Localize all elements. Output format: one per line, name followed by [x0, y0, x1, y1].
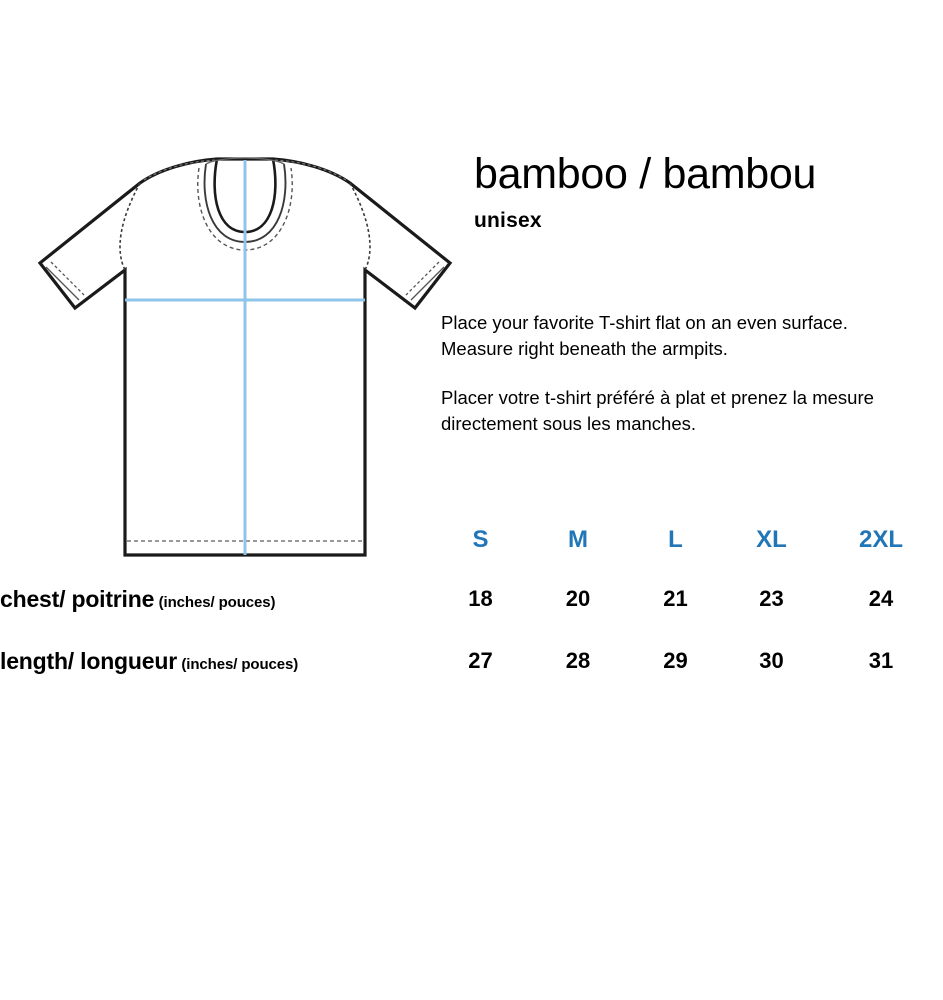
chest-value-xl: 23: [759, 586, 784, 611]
chest-value-m: 20: [565, 586, 591, 611]
cuff-right-line-2: [405, 261, 440, 296]
size-chart-table: S M L XL 2XL chest/ poitrine (inches/ po…: [0, 512, 943, 692]
tshirt-illustration: [20, 140, 470, 570]
row-label-length-main: length/ longueur: [0, 647, 177, 674]
cuff-left-line-1: [45, 266, 80, 301]
table-row: length/ longueur (inches/ pouces) 27 28 …: [0, 630, 943, 692]
instruction-text-english: Place your favorite T-shirt flat on an e…: [441, 312, 848, 360]
chest-value-s: 18: [468, 586, 493, 611]
size-header-s: S: [472, 526, 489, 553]
armhole-seam-group: [119, 182, 371, 271]
page-title: bamboo / bambou: [474, 150, 817, 198]
instruction-text-french: Placer votre t-shirt préféré à plat et p…: [441, 386, 874, 434]
product-subtitle: unisex: [474, 209, 542, 233]
size-header-spacer: [0, 512, 432, 568]
size-header-l: L: [668, 526, 683, 553]
row-label-chest: chest/ poitrine (inches/ pouces): [0, 568, 432, 630]
cuff-right-line-1: [410, 266, 445, 301]
armhole-seam-right-path: [349, 182, 371, 271]
armhole-seam-left-path: [119, 182, 141, 271]
table-row: chest/ poitrine (inches/ pouces) 18 20 2…: [0, 568, 943, 630]
collar-top-seam-path: [205, 157, 285, 165]
row-label-length-unit: (inches/ pouces): [181, 655, 299, 673]
size-header-row: S M L XL 2XL: [0, 512, 943, 568]
length-value-m: 28: [565, 648, 591, 673]
instructions-block: Place your favorite T-shirt flat on an e…: [441, 310, 921, 437]
row-label-chest-unit: (inches/ pouces): [158, 593, 276, 611]
size-header-2xl: 2XL: [858, 526, 903, 553]
shoulder-seam-group: [143, 159, 347, 181]
length-value-s: 27: [468, 648, 493, 673]
shoulder-seam-right-path: [272, 159, 347, 181]
row-label-chest-main: chest/ poitrine: [0, 585, 155, 612]
chest-value-2xl: 24: [868, 586, 894, 611]
length-value-2xl: 31: [868, 648, 894, 673]
measure-guides-group: [125, 160, 365, 555]
sleeve-cuff-group: [45, 261, 445, 301]
row-label-length: length/ longueur (inches/ pouces): [0, 630, 432, 692]
chest-value-l: 21: [663, 586, 688, 611]
cuff-left-line-2: [50, 261, 85, 296]
size-header-xl: XL: [756, 526, 787, 553]
shoulder-seam-left-path: [143, 159, 218, 181]
size-header-m: M: [568, 526, 588, 553]
length-value-l: 29: [663, 648, 688, 673]
length-value-xl: 30: [759, 648, 784, 673]
title-block: bamboo / bambou unisex: [474, 150, 929, 233]
